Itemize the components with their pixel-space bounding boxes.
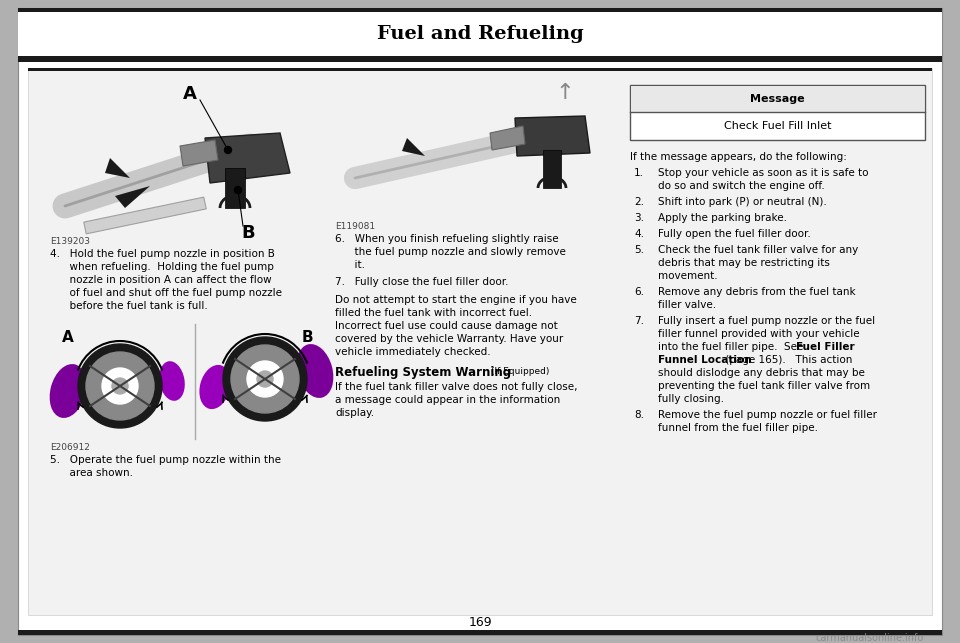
Text: E139203: E139203	[50, 237, 90, 246]
Text: before the fuel tank is full.: before the fuel tank is full.	[50, 301, 207, 311]
Text: Remove any debris from the fuel tank: Remove any debris from the fuel tank	[658, 287, 855, 297]
Text: Message: Message	[750, 94, 804, 104]
Text: E119081: E119081	[335, 222, 375, 231]
Bar	[28, 68, 932, 71]
Text: A: A	[62, 330, 74, 345]
Text: display.: display.	[335, 408, 374, 418]
Text: movement.: movement.	[658, 271, 718, 281]
Text: into the fuel filler pipe.  See: into the fuel filler pipe. See	[658, 342, 806, 352]
Text: A: A	[183, 85, 197, 103]
Text: Refueling System Warning: Refueling System Warning	[335, 366, 511, 379]
Polygon shape	[180, 140, 218, 166]
Text: Shift into park (P) or neutral (N).: Shift into park (P) or neutral (N).	[658, 197, 827, 207]
Text: B: B	[241, 224, 254, 242]
Text: should dislodge any debris that may be: should dislodge any debris that may be	[658, 368, 865, 378]
Text: filler funnel provided with your vehicle: filler funnel provided with your vehicle	[658, 329, 859, 339]
Text: ↑: ↑	[556, 83, 574, 103]
Text: preventing the fuel tank filler valve from: preventing the fuel tank filler valve fr…	[658, 381, 870, 391]
Bar	[630, 85, 925, 140]
Circle shape	[225, 147, 231, 154]
Text: area shown.: area shown.	[50, 468, 133, 478]
Text: funnel from the fuel filler pipe.: funnel from the fuel filler pipe.	[658, 423, 818, 433]
Text: Fully insert a fuel pump nozzle or the fuel: Fully insert a fuel pump nozzle or the f…	[658, 316, 876, 326]
Ellipse shape	[200, 365, 230, 409]
Polygon shape	[115, 186, 150, 208]
Polygon shape	[515, 116, 590, 156]
Text: 3.: 3.	[634, 213, 644, 223]
Bar	[18, 12, 942, 56]
Text: a message could appear in the information: a message could appear in the informatio…	[335, 395, 561, 405]
Text: vehicle immediately checked.: vehicle immediately checked.	[335, 347, 491, 357]
Text: 6.: 6.	[634, 287, 644, 297]
Text: 8.: 8.	[634, 410, 644, 420]
Text: Do not attempt to start the engine if you have: Do not attempt to start the engine if yo…	[335, 295, 577, 305]
Text: 2.: 2.	[634, 197, 644, 207]
Text: Fully open the fuel filler door.: Fully open the fuel filler door.	[658, 229, 811, 239]
Bar	[543, 150, 561, 188]
Text: Apply the parking brake.: Apply the parking brake.	[658, 213, 787, 223]
Text: nozzle in position A can affect the flow: nozzle in position A can affect the flow	[50, 275, 272, 285]
Text: 7.: 7.	[634, 316, 644, 326]
Text: 6.   When you finish refueling slightly raise: 6. When you finish refueling slightly ra…	[335, 234, 559, 244]
Ellipse shape	[297, 344, 333, 398]
Text: 5.   Operate the fuel pump nozzle within the: 5. Operate the fuel pump nozzle within t…	[50, 455, 281, 465]
Text: when refueling.  Holding the fuel pump: when refueling. Holding the fuel pump	[50, 262, 274, 272]
Bar	[50, 324, 330, 439]
Text: (page 165).   This action: (page 165). This action	[723, 355, 852, 365]
Text: of fuel and shut off the fuel pump nozzle: of fuel and shut off the fuel pump nozzl…	[50, 288, 282, 298]
Text: Remove the fuel pump nozzle or fuel filler: Remove the fuel pump nozzle or fuel fill…	[658, 410, 877, 420]
Polygon shape	[402, 138, 425, 156]
Text: 5.: 5.	[634, 245, 644, 255]
Text: If the fuel tank filler valve does not fully close,: If the fuel tank filler valve does not f…	[335, 382, 578, 392]
Text: Funnel Location: Funnel Location	[658, 355, 752, 365]
Text: covered by the vehicle Warranty. Have your: covered by the vehicle Warranty. Have yo…	[335, 334, 564, 344]
Circle shape	[257, 371, 273, 387]
Circle shape	[112, 378, 128, 394]
Text: Incorrect fuel use could cause damage not: Incorrect fuel use could cause damage no…	[335, 321, 558, 331]
Polygon shape	[105, 158, 130, 178]
Text: E206912: E206912	[50, 443, 90, 452]
Text: the fuel pump nozzle and slowly remove: the fuel pump nozzle and slowly remove	[335, 247, 565, 257]
Circle shape	[78, 344, 162, 428]
Circle shape	[231, 345, 299, 413]
Text: debris that may be restricting its: debris that may be restricting its	[658, 258, 829, 268]
Ellipse shape	[159, 361, 184, 401]
Circle shape	[86, 352, 154, 420]
Text: 1.: 1.	[634, 168, 644, 178]
Bar	[225, 168, 245, 208]
FancyArrow shape	[84, 197, 206, 234]
Text: do so and switch the engine off.: do so and switch the engine off.	[658, 181, 825, 191]
Circle shape	[234, 186, 242, 194]
Text: 4.: 4.	[634, 229, 644, 239]
Text: Stop your vehicle as soon as it is safe to: Stop your vehicle as soon as it is safe …	[658, 168, 869, 178]
Circle shape	[247, 361, 283, 397]
Bar	[631, 86, 924, 112]
Text: carmanualsonline.info: carmanualsonline.info	[816, 633, 924, 643]
Text: (If Equipped): (If Equipped)	[491, 367, 549, 376]
Text: If the message appears, do the following:: If the message appears, do the following…	[630, 152, 847, 162]
Text: B: B	[302, 330, 314, 345]
Text: it.: it.	[335, 260, 365, 270]
Text: filled the fuel tank with incorrect fuel.: filled the fuel tank with incorrect fuel…	[335, 308, 532, 318]
Text: 4.   Hold the fuel pump nozzle in position B: 4. Hold the fuel pump nozzle in position…	[50, 249, 275, 259]
Text: filler valve.: filler valve.	[658, 300, 716, 310]
Ellipse shape	[50, 364, 86, 418]
Polygon shape	[490, 126, 525, 150]
Polygon shape	[205, 133, 290, 183]
Bar	[28, 68, 932, 615]
Bar	[335, 78, 615, 218]
Text: Check Fuel Fill Inlet: Check Fuel Fill Inlet	[724, 122, 831, 131]
Circle shape	[102, 368, 138, 404]
Bar	[18, 8, 942, 12]
Text: Fuel Filler: Fuel Filler	[796, 342, 854, 352]
Text: Check the fuel tank filler valve for any: Check the fuel tank filler valve for any	[658, 245, 858, 255]
Bar	[50, 78, 330, 233]
Circle shape	[223, 337, 307, 421]
Text: 169: 169	[468, 615, 492, 628]
Text: fully closing.: fully closing.	[658, 394, 724, 404]
Bar	[18, 56, 942, 62]
Bar	[18, 630, 942, 635]
Text: 7.   Fully close the fuel filler door.: 7. Fully close the fuel filler door.	[335, 277, 509, 287]
Text: Fuel and Refueling: Fuel and Refueling	[376, 25, 584, 43]
